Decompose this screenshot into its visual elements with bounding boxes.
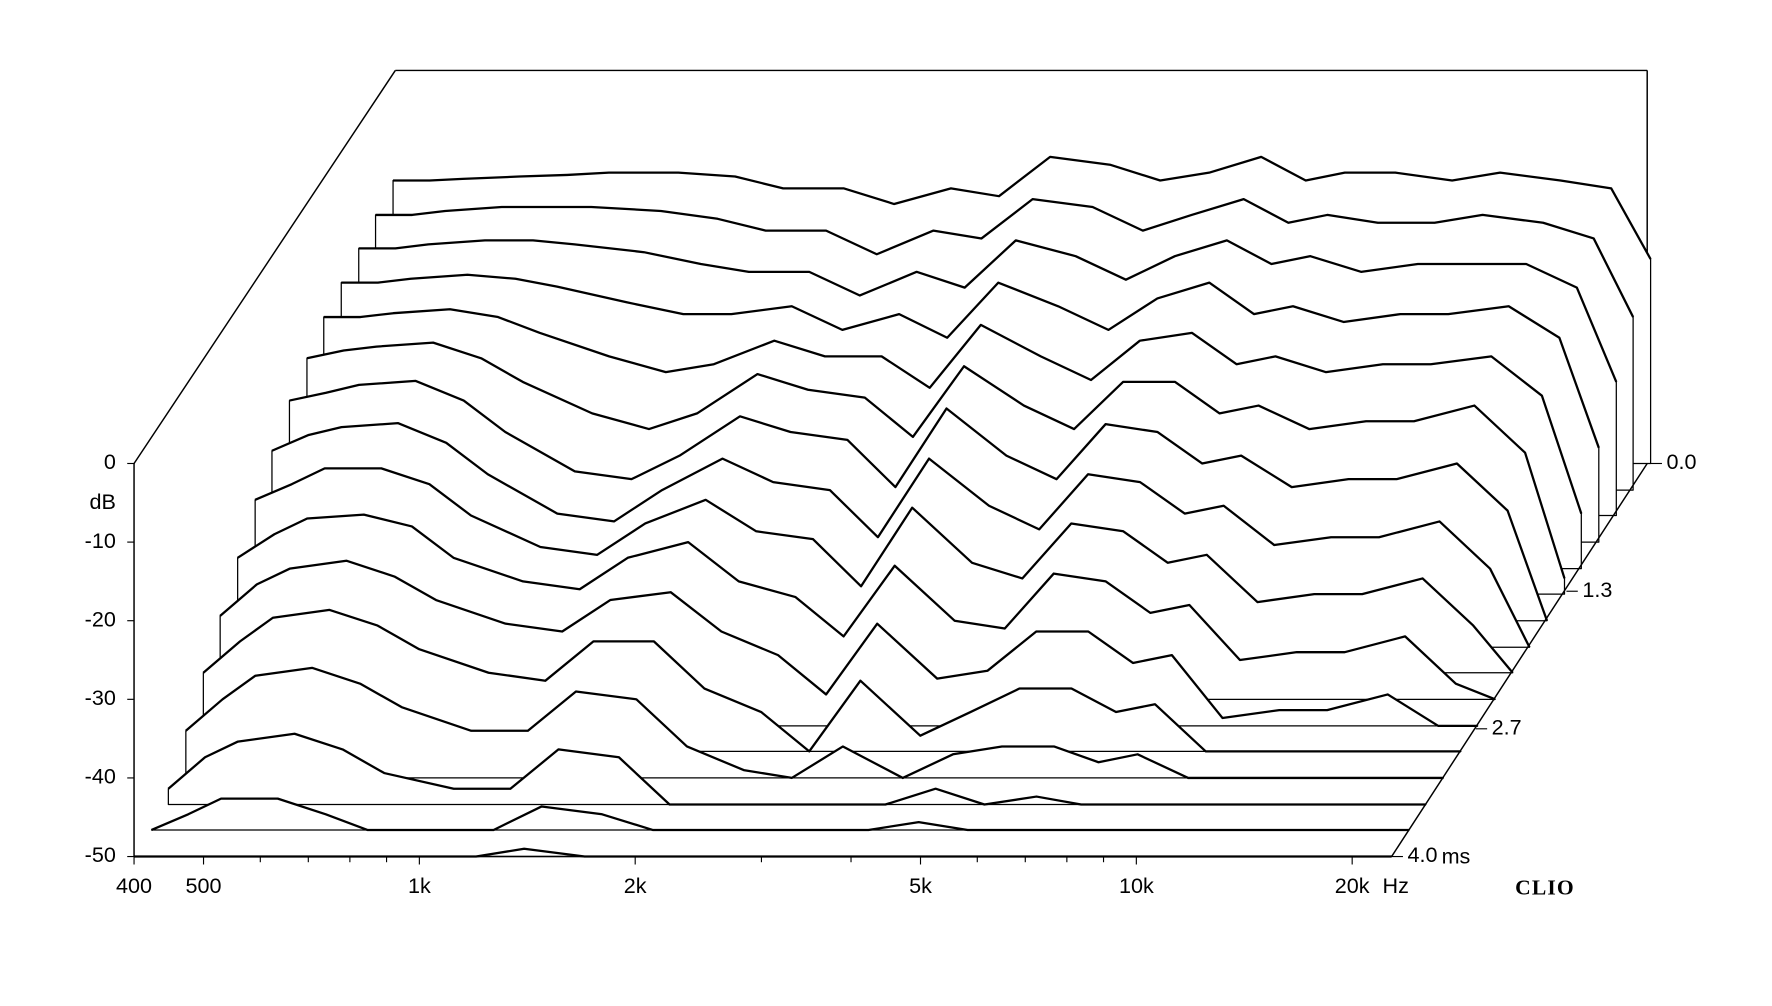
slice-curve xyxy=(306,341,1566,579)
y-tick-label: -40 xyxy=(85,764,116,789)
slice-curve xyxy=(271,422,1531,648)
z-tick-label: 4.0 xyxy=(1408,842,1438,867)
slice-curve xyxy=(134,847,1392,858)
x-tick-label: 5k xyxy=(909,873,932,898)
x-tick-label: 20k xyxy=(1335,873,1370,898)
x-tick-label: 500 xyxy=(186,873,222,898)
slice-body xyxy=(133,848,1393,858)
box-edge xyxy=(133,70,396,464)
x-tick-label: 10k xyxy=(1119,873,1154,898)
z-axis xyxy=(1390,463,1648,857)
slice-curve xyxy=(358,239,1618,383)
y-tick-label: -50 xyxy=(85,842,116,867)
slice-curve xyxy=(167,732,1426,806)
slice-curve xyxy=(219,559,1478,728)
brand: CLIO xyxy=(1515,875,1575,899)
y-tick-label: -10 xyxy=(85,528,116,553)
z-tick-label: 0.0 xyxy=(1667,449,1697,474)
slice-curve xyxy=(254,467,1514,674)
slice-curve xyxy=(237,513,1496,701)
slice-curve xyxy=(375,198,1635,318)
slices xyxy=(133,155,1652,858)
y-tick-label: 0 xyxy=(104,449,116,474)
slice-curve xyxy=(151,797,1410,832)
x-unit: Hz xyxy=(1383,873,1409,898)
z-tick-label: 1.3 xyxy=(1582,577,1612,602)
z-tick-label: 2.7 xyxy=(1492,715,1522,740)
x-tick-label: 400 xyxy=(116,873,152,898)
slice-curve xyxy=(341,273,1600,449)
slice-curve xyxy=(393,155,1652,260)
slice-curve xyxy=(185,666,1444,780)
slice-curve xyxy=(323,308,1583,514)
slice-curve xyxy=(202,608,1461,753)
x-tick-label: 2k xyxy=(624,873,647,898)
y-tick-label: -30 xyxy=(85,685,116,710)
x-tick-label: 1k xyxy=(408,873,431,898)
y-axis-label: dB xyxy=(89,489,115,514)
y-tick-label: -20 xyxy=(85,606,116,631)
z-unit: ms xyxy=(1442,843,1471,868)
slice-curve xyxy=(289,379,1549,622)
